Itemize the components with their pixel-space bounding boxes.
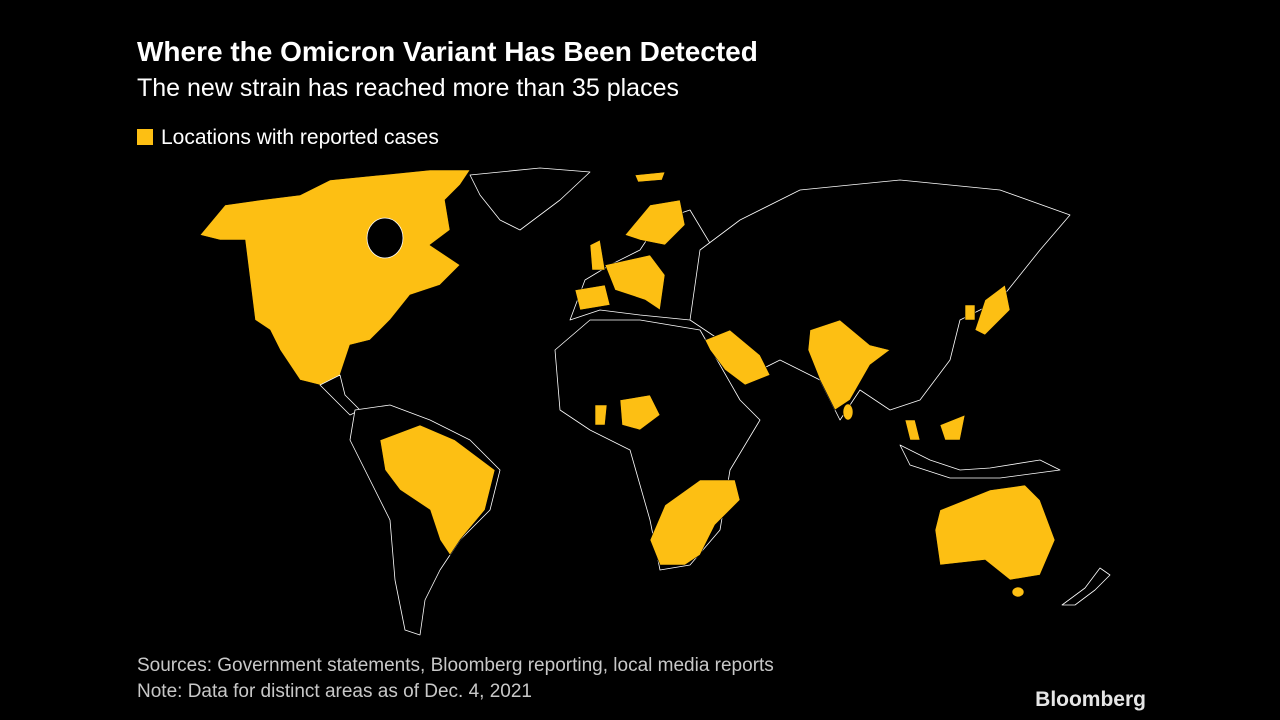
sources: Sources: Government statements, Bloomber… [137, 655, 774, 676]
uk [589, 239, 606, 271]
india [807, 319, 891, 411]
world-map [199, 167, 1111, 636]
legend-label: Locations with reported cases [161, 126, 439, 149]
hudson-bay [366, 217, 404, 259]
japan [974, 284, 1011, 336]
title: Where the Omicron Variant Has Been Detec… [137, 36, 758, 67]
malaysia-west [904, 419, 921, 441]
ghana [594, 404, 608, 426]
subtitle: The new strain has reached more than 35 … [137, 74, 679, 102]
sri-lanka [842, 403, 854, 421]
australia [934, 484, 1056, 581]
note: Note: Data for distinct areas as of Dec.… [137, 681, 532, 702]
brand: Bloomberg [1035, 688, 1146, 711]
indonesia [899, 444, 1061, 479]
brazil [379, 424, 496, 556]
southern-africa [649, 479, 741, 566]
new-zealand [1061, 567, 1111, 606]
iceland [634, 171, 666, 183]
central-europe [604, 254, 666, 311]
nigeria [619, 394, 661, 431]
tasmania [1011, 586, 1025, 598]
saudi-arabia [704, 329, 771, 386]
legend-swatch [137, 129, 153, 145]
iberia [574, 284, 611, 311]
south-korea [964, 304, 976, 321]
greenland [469, 167, 591, 231]
asia [689, 179, 1071, 421]
scandinavia [624, 199, 686, 246]
north-america [199, 169, 471, 386]
malaysia-east [939, 414, 966, 441]
